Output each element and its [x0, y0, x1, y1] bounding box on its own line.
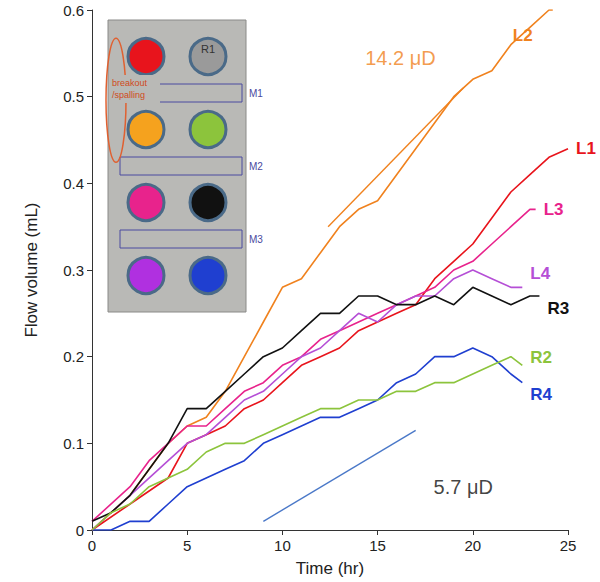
svg-text:0.3: 0.3	[63, 262, 84, 279]
svg-text:R1: R1	[201, 43, 215, 55]
svg-text:0.2: 0.2	[63, 348, 84, 365]
svg-text:14.2 μD: 14.2 μD	[365, 47, 435, 69]
svg-text:0: 0	[76, 522, 84, 539]
svg-text:L2: L2	[513, 26, 533, 45]
svg-text:R2: R2	[530, 348, 552, 367]
svg-text:R3: R3	[547, 299, 569, 318]
svg-text:5.7 μD: 5.7 μD	[434, 476, 493, 498]
svg-text:L4: L4	[530, 264, 550, 283]
svg-text:L1: L1	[576, 139, 596, 158]
svg-text:10: 10	[274, 537, 291, 554]
svg-text:Flow volume (mL): Flow volume (mL)	[22, 202, 41, 337]
svg-text:M2: M2	[249, 161, 263, 172]
svg-text:5: 5	[183, 537, 191, 554]
svg-text:0: 0	[88, 537, 96, 554]
svg-text:15: 15	[369, 537, 386, 554]
svg-text:0.1: 0.1	[63, 435, 84, 452]
svg-text:0.6: 0.6	[63, 2, 84, 19]
svg-text:Time (hr): Time (hr)	[296, 559, 364, 578]
svg-text:/spalling: /spalling	[112, 90, 145, 100]
svg-text:20: 20	[464, 537, 481, 554]
svg-text:R4: R4	[530, 385, 552, 404]
svg-text:L3: L3	[544, 200, 564, 219]
svg-text:M3: M3	[249, 234, 263, 245]
svg-text:breakout: breakout	[112, 78, 148, 88]
svg-text:25: 25	[560, 537, 577, 554]
svg-text:0.5: 0.5	[63, 88, 84, 105]
svg-text:M1: M1	[249, 88, 263, 99]
svg-text:0.4: 0.4	[63, 175, 84, 192]
